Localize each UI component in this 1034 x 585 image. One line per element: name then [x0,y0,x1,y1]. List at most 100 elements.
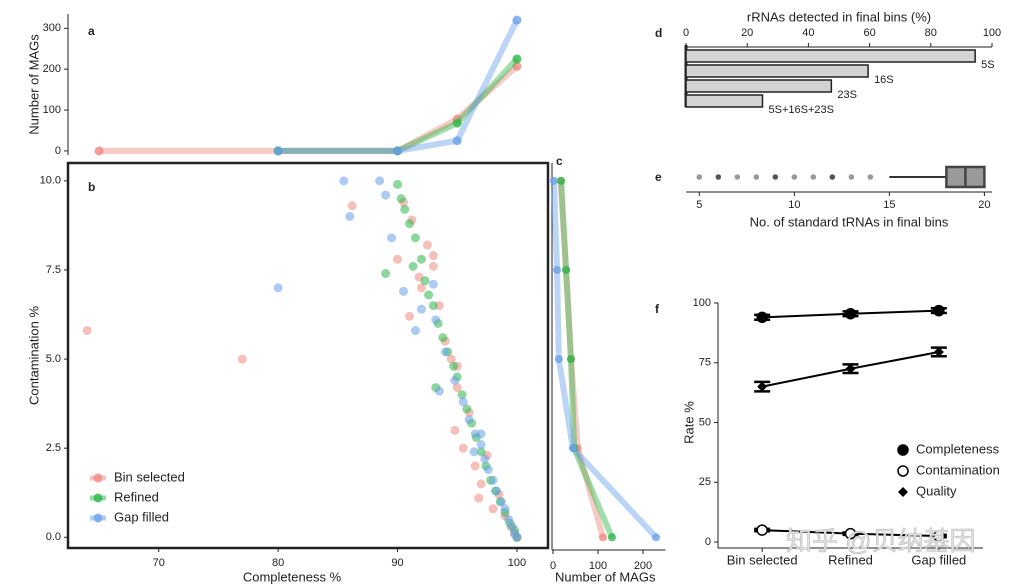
x-tick-label: 0 [683,27,689,39]
series-line [278,56,520,154]
point [500,504,510,514]
outlier [848,174,855,180]
legend-label: Bin selected [114,469,185,484]
point [933,304,945,317]
y-tick-label: 10.0 [40,175,61,187]
legend-label: Quality [916,483,957,498]
y-tick-label: 300 [43,22,61,34]
point [512,532,522,542]
point [476,440,486,450]
point [756,311,768,324]
point [431,315,441,325]
point [438,333,448,343]
point [404,311,414,321]
bar [685,49,976,63]
point [450,375,460,385]
point [488,504,498,514]
point [422,240,432,250]
point [273,146,283,156]
point [483,465,493,475]
point [404,219,414,229]
x-tick-label: 100 [983,27,1001,39]
point [434,386,444,396]
point [94,146,104,156]
y-tick-label: 5.0 [46,353,61,365]
point [420,276,430,286]
x-tick-label: 90 [391,557,403,569]
chart-title: rRNAs detected in final bins (%) [747,9,931,24]
outlier [696,174,703,180]
legend-marker [93,493,103,503]
x-axis-title: Number of MAGs [555,569,656,584]
legend-marker [93,473,103,483]
y-tick-label: 0 [705,536,711,548]
point [416,254,426,264]
point [452,136,462,146]
y-tick-label: 7.5 [46,264,61,276]
outlier [734,174,741,180]
point [440,347,450,357]
x-tick-label: 5 [696,199,702,211]
legend-label: Completeness [916,441,1000,456]
legend-marker [898,487,908,497]
series-line [278,18,520,154]
point [428,301,438,311]
x-tick-label: 80 [272,557,284,569]
legend-label: Contamination [916,462,1000,477]
y-tick-label: 50 [699,416,711,428]
point [273,283,283,293]
point [339,176,349,186]
bar [685,94,764,108]
x-tick-label: 0 [550,560,556,572]
point [375,176,385,186]
point [410,326,420,336]
point [457,390,467,400]
y-tick-label: 0 [55,145,61,157]
point [452,118,462,128]
bar-label: 5S [981,59,994,71]
legend-marker [897,444,909,456]
point [424,290,434,300]
panel-label: a [88,24,95,38]
outlier [829,174,836,180]
y-axis-title: Rate % [681,401,696,444]
outlier [810,174,817,180]
point [476,447,486,457]
bar-label: 5S+16S+23S [769,104,834,116]
point [416,304,426,314]
legend-label: Refined [114,489,159,504]
y-tick-label: 100 [693,297,711,309]
point [381,190,391,200]
point [462,404,472,414]
point [496,497,506,507]
point [562,265,571,274]
point [512,61,522,71]
point [452,383,462,393]
point [512,15,522,25]
x-axis-title: No. of standard tRNAs in final bins [750,214,949,229]
point [844,527,857,540]
bar-label: 23S [837,89,857,101]
x-tick-label: 15 [883,199,895,211]
point [408,261,418,271]
point [449,361,459,371]
y-tick-label: 75 [699,357,711,369]
point [393,179,403,189]
panel-label: d [655,26,662,40]
point [450,425,460,435]
point [845,363,856,374]
x-tick-label: 10 [788,199,800,211]
point [393,146,403,156]
point [652,533,661,542]
point [933,530,945,542]
panel-label: c [556,154,563,168]
point [82,326,92,336]
y-tick-label: 100 [43,104,61,116]
outlier [772,174,779,180]
y-tick-label: 0.0 [46,531,61,543]
point [400,204,410,214]
point [428,261,438,271]
point [469,447,479,457]
point [476,429,486,439]
